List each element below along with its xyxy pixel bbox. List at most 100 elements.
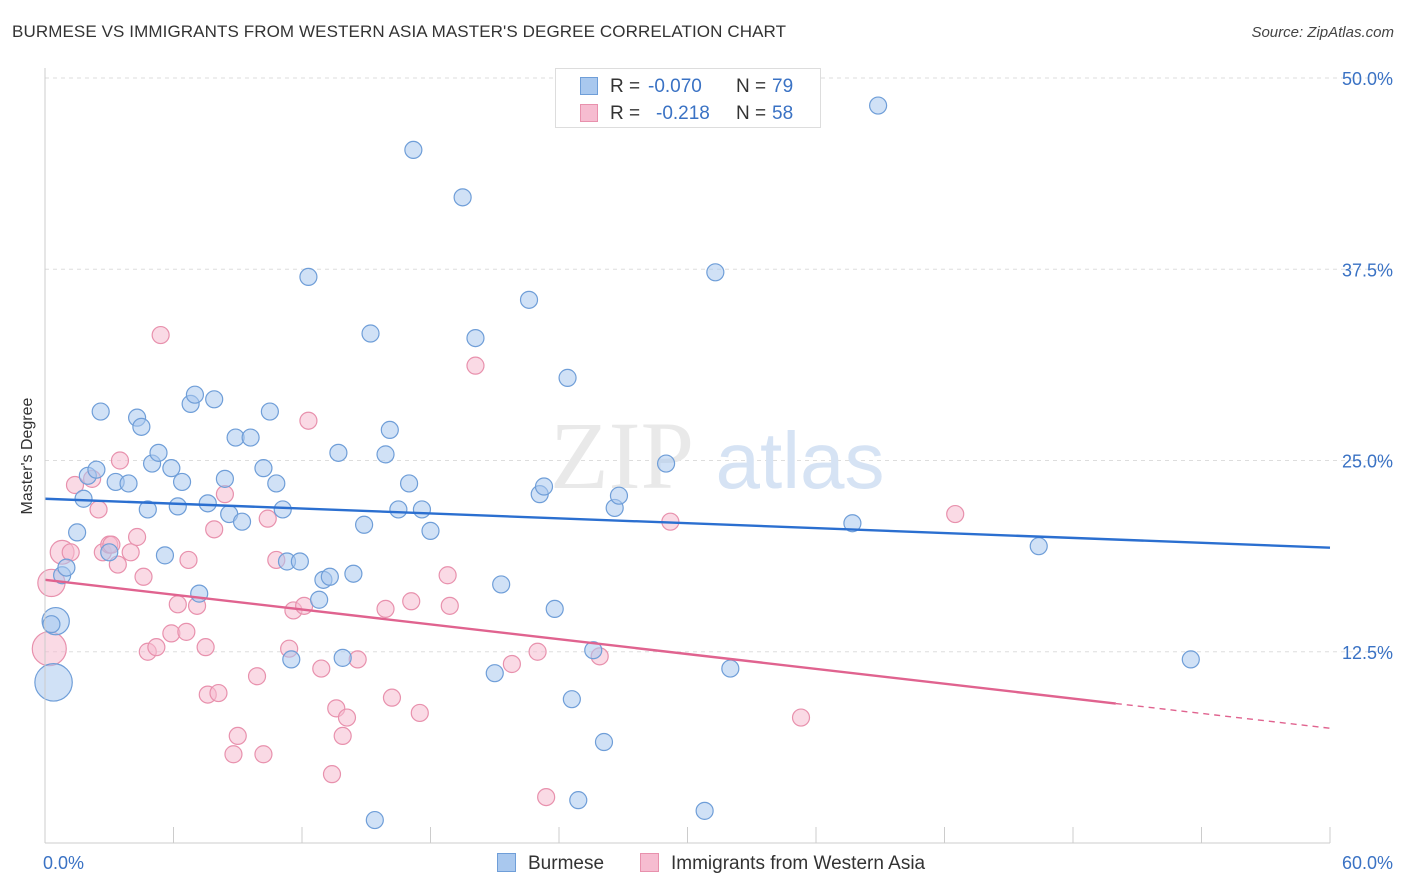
immigrants-point: [382, 688, 402, 707]
immigrants-trend-extension: [1115, 702, 1331, 729]
immigrants-point: [410, 703, 429, 723]
immigrants-point: [209, 683, 228, 703]
burmese-point: [149, 443, 168, 462]
legend-r-value-burmese: -0.070: [648, 76, 702, 97]
burmese-point: [656, 454, 676, 473]
legend-n-value-burmese: 79: [772, 76, 794, 97]
legend-label-burmese: Burmese: [528, 853, 605, 874]
immigrants-point: [110, 451, 130, 470]
burmese-point: [453, 188, 472, 207]
immigrants-point: [224, 745, 243, 764]
burmese-point: [172, 472, 192, 492]
burmese-point: [421, 521, 440, 540]
immigrants-point: [228, 726, 247, 746]
burmese-point: [273, 500, 292, 519]
burmese-point: [190, 584, 209, 603]
immigrants-point: [65, 475, 85, 495]
y-tick-label: 37.5%: [1342, 260, 1393, 280]
burmese-point: [333, 648, 352, 667]
legend-label-immigrants: Immigrants from Western Asia: [671, 853, 926, 874]
legend-swatch-immigrants: [640, 853, 659, 872]
immigrants-point: [162, 624, 181, 643]
burmese-point: [290, 552, 309, 571]
burmese-point: [299, 267, 318, 286]
immigrants-point: [121, 543, 140, 562]
burmese-point: [389, 500, 408, 519]
immigrants-trend-line: [44, 578, 1116, 705]
burmese-point: [162, 459, 181, 478]
immigrants-point: [333, 726, 352, 746]
immigrants-point: [402, 592, 421, 611]
burmese-point: [310, 590, 329, 609]
immigrants-point: [322, 765, 342, 784]
burmese-point: [569, 791, 588, 810]
burmese-point: [282, 650, 301, 669]
legend-r-label: R =: [610, 76, 641, 97]
burmese-point: [399, 474, 419, 493]
burmese-point: [558, 368, 577, 387]
immigrants-point: [196, 638, 215, 657]
burmese-point: [198, 494, 217, 513]
burmese-point: [260, 402, 279, 421]
legend-swatch-burmese: [580, 77, 598, 95]
immigrants-point: [179, 550, 198, 570]
burmese-point: [42, 615, 61, 634]
immigrants-point: [89, 500, 108, 519]
immigrants-point: [254, 745, 273, 764]
burmese-point: [205, 390, 224, 409]
burmese-point: [68, 523, 87, 542]
burmese-point: [1029, 537, 1048, 556]
immigrants-point: [791, 708, 811, 727]
burmese-point: [267, 474, 286, 493]
watermark: ZIP atlas: [550, 402, 884, 509]
correlation-legend: R = -0.070 N = 79 R = -0.218 N = 58: [555, 68, 821, 128]
burmese-point: [155, 546, 175, 565]
burmese-point: [185, 385, 205, 404]
burmese-point: [609, 486, 629, 505]
burmese-point: [355, 515, 374, 534]
immigrants-point: [299, 411, 318, 430]
burmese-point: [34, 663, 73, 702]
legend-r-label: R =: [610, 103, 641, 124]
burmese-point: [87, 460, 106, 479]
burmese-point: [404, 140, 423, 160]
burmese-point: [361, 324, 380, 343]
burmese-point: [706, 263, 725, 282]
series-legend: Burmese Immigrants from Western Asia: [0, 851, 1406, 877]
immigrants-point: [147, 638, 166, 657]
series-immigrants-points: [31, 325, 965, 807]
y-tick-label: 50.0%: [1342, 69, 1393, 89]
grid-layer: [45, 77, 1392, 653]
immigrants-point: [337, 708, 357, 727]
immigrants-point: [168, 595, 187, 614]
immigrants-point: [466, 356, 485, 375]
burmese-point: [138, 500, 157, 519]
immigrants-point: [61, 543, 80, 562]
immigrants-point: [31, 631, 67, 667]
y-tick-label: 12.5%: [1342, 643, 1393, 663]
immigrants-point: [215, 485, 234, 504]
immigrants-point: [151, 325, 170, 345]
burmese-point: [380, 420, 399, 439]
burmese-point: [74, 489, 93, 508]
watermark-atlas: atlas: [716, 416, 885, 505]
y-tick-label: 25.0%: [1342, 452, 1393, 472]
immigrants-point: [134, 567, 153, 586]
burmese-point: [1181, 650, 1200, 669]
burmese-point: [545, 599, 564, 619]
immigrants-point: [247, 667, 267, 686]
burmese-point: [365, 810, 384, 830]
burmese-point: [132, 417, 151, 436]
source-label: Source: ZipAtlas.com: [1251, 24, 1394, 41]
legend-r-value-immigrants: -0.218: [656, 103, 710, 124]
immigrants-point: [502, 654, 521, 674]
legend-swatch-burmese: [497, 853, 516, 872]
immigrants-point: [258, 509, 277, 528]
burmese-point: [232, 512, 252, 531]
burmese-point: [241, 428, 260, 447]
burmese-point: [57, 558, 76, 577]
burmese-point: [320, 567, 339, 586]
burmese-point: [594, 732, 614, 752]
burmese-point: [344, 564, 363, 583]
